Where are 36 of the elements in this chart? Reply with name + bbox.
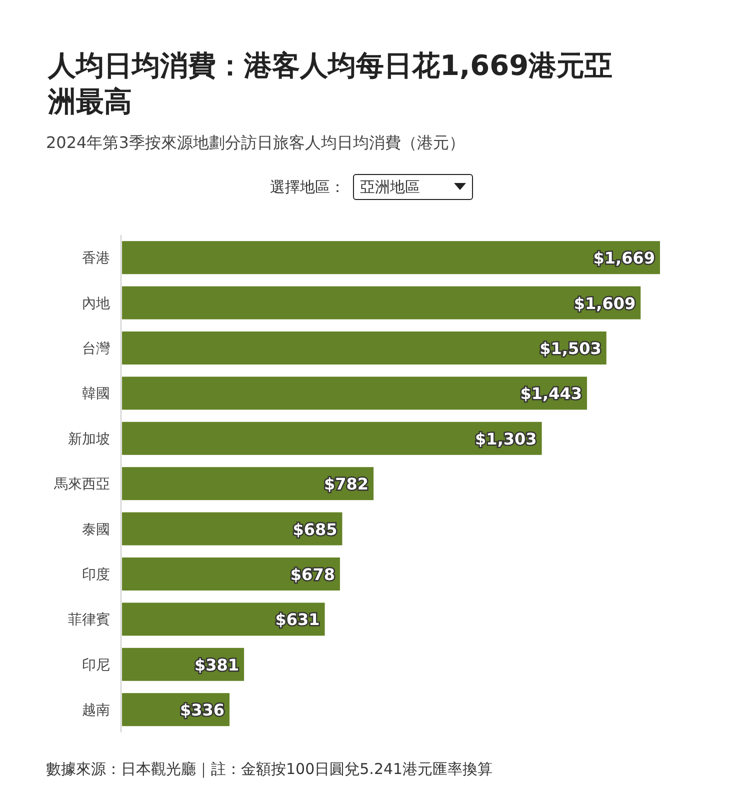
text: 選擇地區： (270, 178, 345, 196)
data-label: $1,303 (475, 429, 537, 448)
data-label: $1,503 (540, 339, 602, 358)
bar (122, 286, 641, 320)
bar (122, 422, 542, 455)
data-label: $782 (324, 474, 369, 494)
data-label: $1,609 (574, 294, 636, 313)
text: 數據來源：日本觀光廳｜註：金額按100日圓兌5.241港元匯率換算 (46, 760, 493, 779)
y-tick-label: 越南 (82, 702, 110, 719)
y-tick-label: 台灣 (82, 341, 110, 357)
data-label: $381 (194, 655, 240, 674)
data-label: $685 (292, 520, 338, 539)
y-tick-label: 新加坡 (68, 431, 110, 448)
y-tick-label: 泰國 (82, 522, 110, 538)
y-tick-label: 韓國 (82, 386, 110, 402)
data-label: $678 (290, 565, 335, 584)
y-tick-label: 印度 (82, 567, 110, 583)
text: 亞洲地區 (360, 178, 420, 196)
y-tick-label: 內地 (82, 296, 110, 312)
y-tick-label: 菲律賓 (68, 612, 110, 628)
bar (122, 332, 606, 364)
data-label: $1,443 (520, 384, 582, 404)
data-label: $631 (275, 610, 320, 630)
bar (122, 512, 342, 546)
y-tick-label: 香港 (82, 250, 110, 267)
data-label: $336 (180, 700, 225, 720)
bar (122, 602, 325, 636)
bar (122, 467, 374, 500)
chart-subtitle: 2024年第3季按來源地劃分訪日旅客人均日均消費（港元） (46, 133, 465, 154)
bar (122, 241, 660, 274)
bar (122, 558, 340, 590)
y-tick-label: 印尼 (82, 657, 110, 674)
chart-title: 人均日均消費：港客人均每日花1,669港元亞洲最高 (48, 48, 614, 120)
y-tick-label: 馬來西亞 (53, 476, 110, 493)
data-label: $1,669 (593, 248, 655, 268)
bar (122, 376, 588, 410)
